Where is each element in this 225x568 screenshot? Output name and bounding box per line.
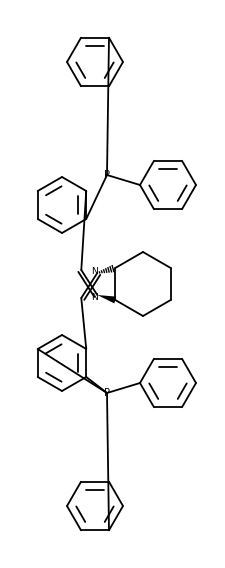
Text: P: P xyxy=(104,388,110,398)
Polygon shape xyxy=(97,295,116,303)
Text: N: N xyxy=(90,266,97,275)
Text: N: N xyxy=(90,293,97,302)
Text: P: P xyxy=(104,170,110,180)
